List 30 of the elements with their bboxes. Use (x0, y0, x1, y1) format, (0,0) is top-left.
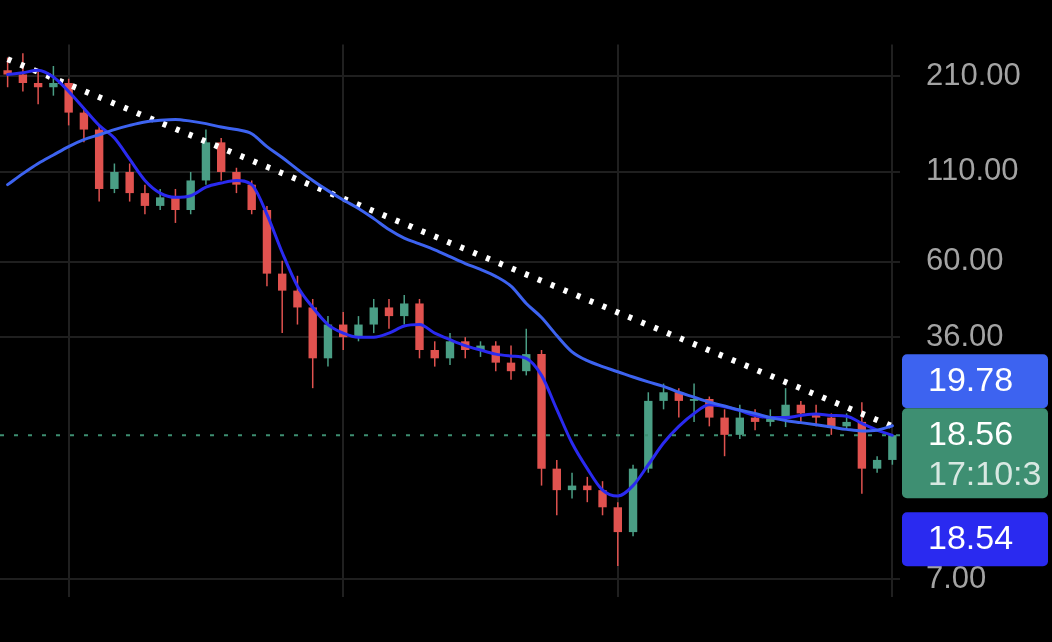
candlestick (598, 480, 607, 517)
data-label: 19.78 (928, 359, 1014, 398)
candlestick (369, 298, 378, 334)
candlestick (354, 315, 363, 343)
candlestick (49, 65, 58, 97)
candlestick (720, 408, 729, 457)
candlestick (400, 294, 409, 326)
y-tick-label: 7.00 (926, 559, 987, 595)
candlestick (445, 332, 455, 366)
y-tick-label: 60.00 (926, 242, 1004, 278)
line-series (6, 117, 894, 433)
data-label: 18.54 (928, 517, 1014, 556)
candlestick (140, 183, 150, 216)
y-tick-label: 110.00 (926, 152, 1019, 188)
candlestick (110, 162, 119, 194)
y-tick-label: 210.00 (926, 56, 1021, 92)
ref-line-label: 18.56 (928, 413, 1014, 452)
candlestick (430, 340, 439, 368)
candlestick (735, 403, 745, 440)
candlestick (659, 382, 668, 411)
candlestick (293, 275, 302, 326)
candlestick (79, 107, 89, 144)
candlestick (278, 260, 287, 334)
candlestick (125, 162, 134, 203)
text: 17:10:3 (928, 453, 1042, 492)
y-tick-label: 36.00 (926, 317, 1004, 353)
candlestick (552, 459, 561, 517)
candlestick (155, 188, 165, 211)
candlestick (384, 298, 394, 330)
candlestick (18, 52, 28, 93)
